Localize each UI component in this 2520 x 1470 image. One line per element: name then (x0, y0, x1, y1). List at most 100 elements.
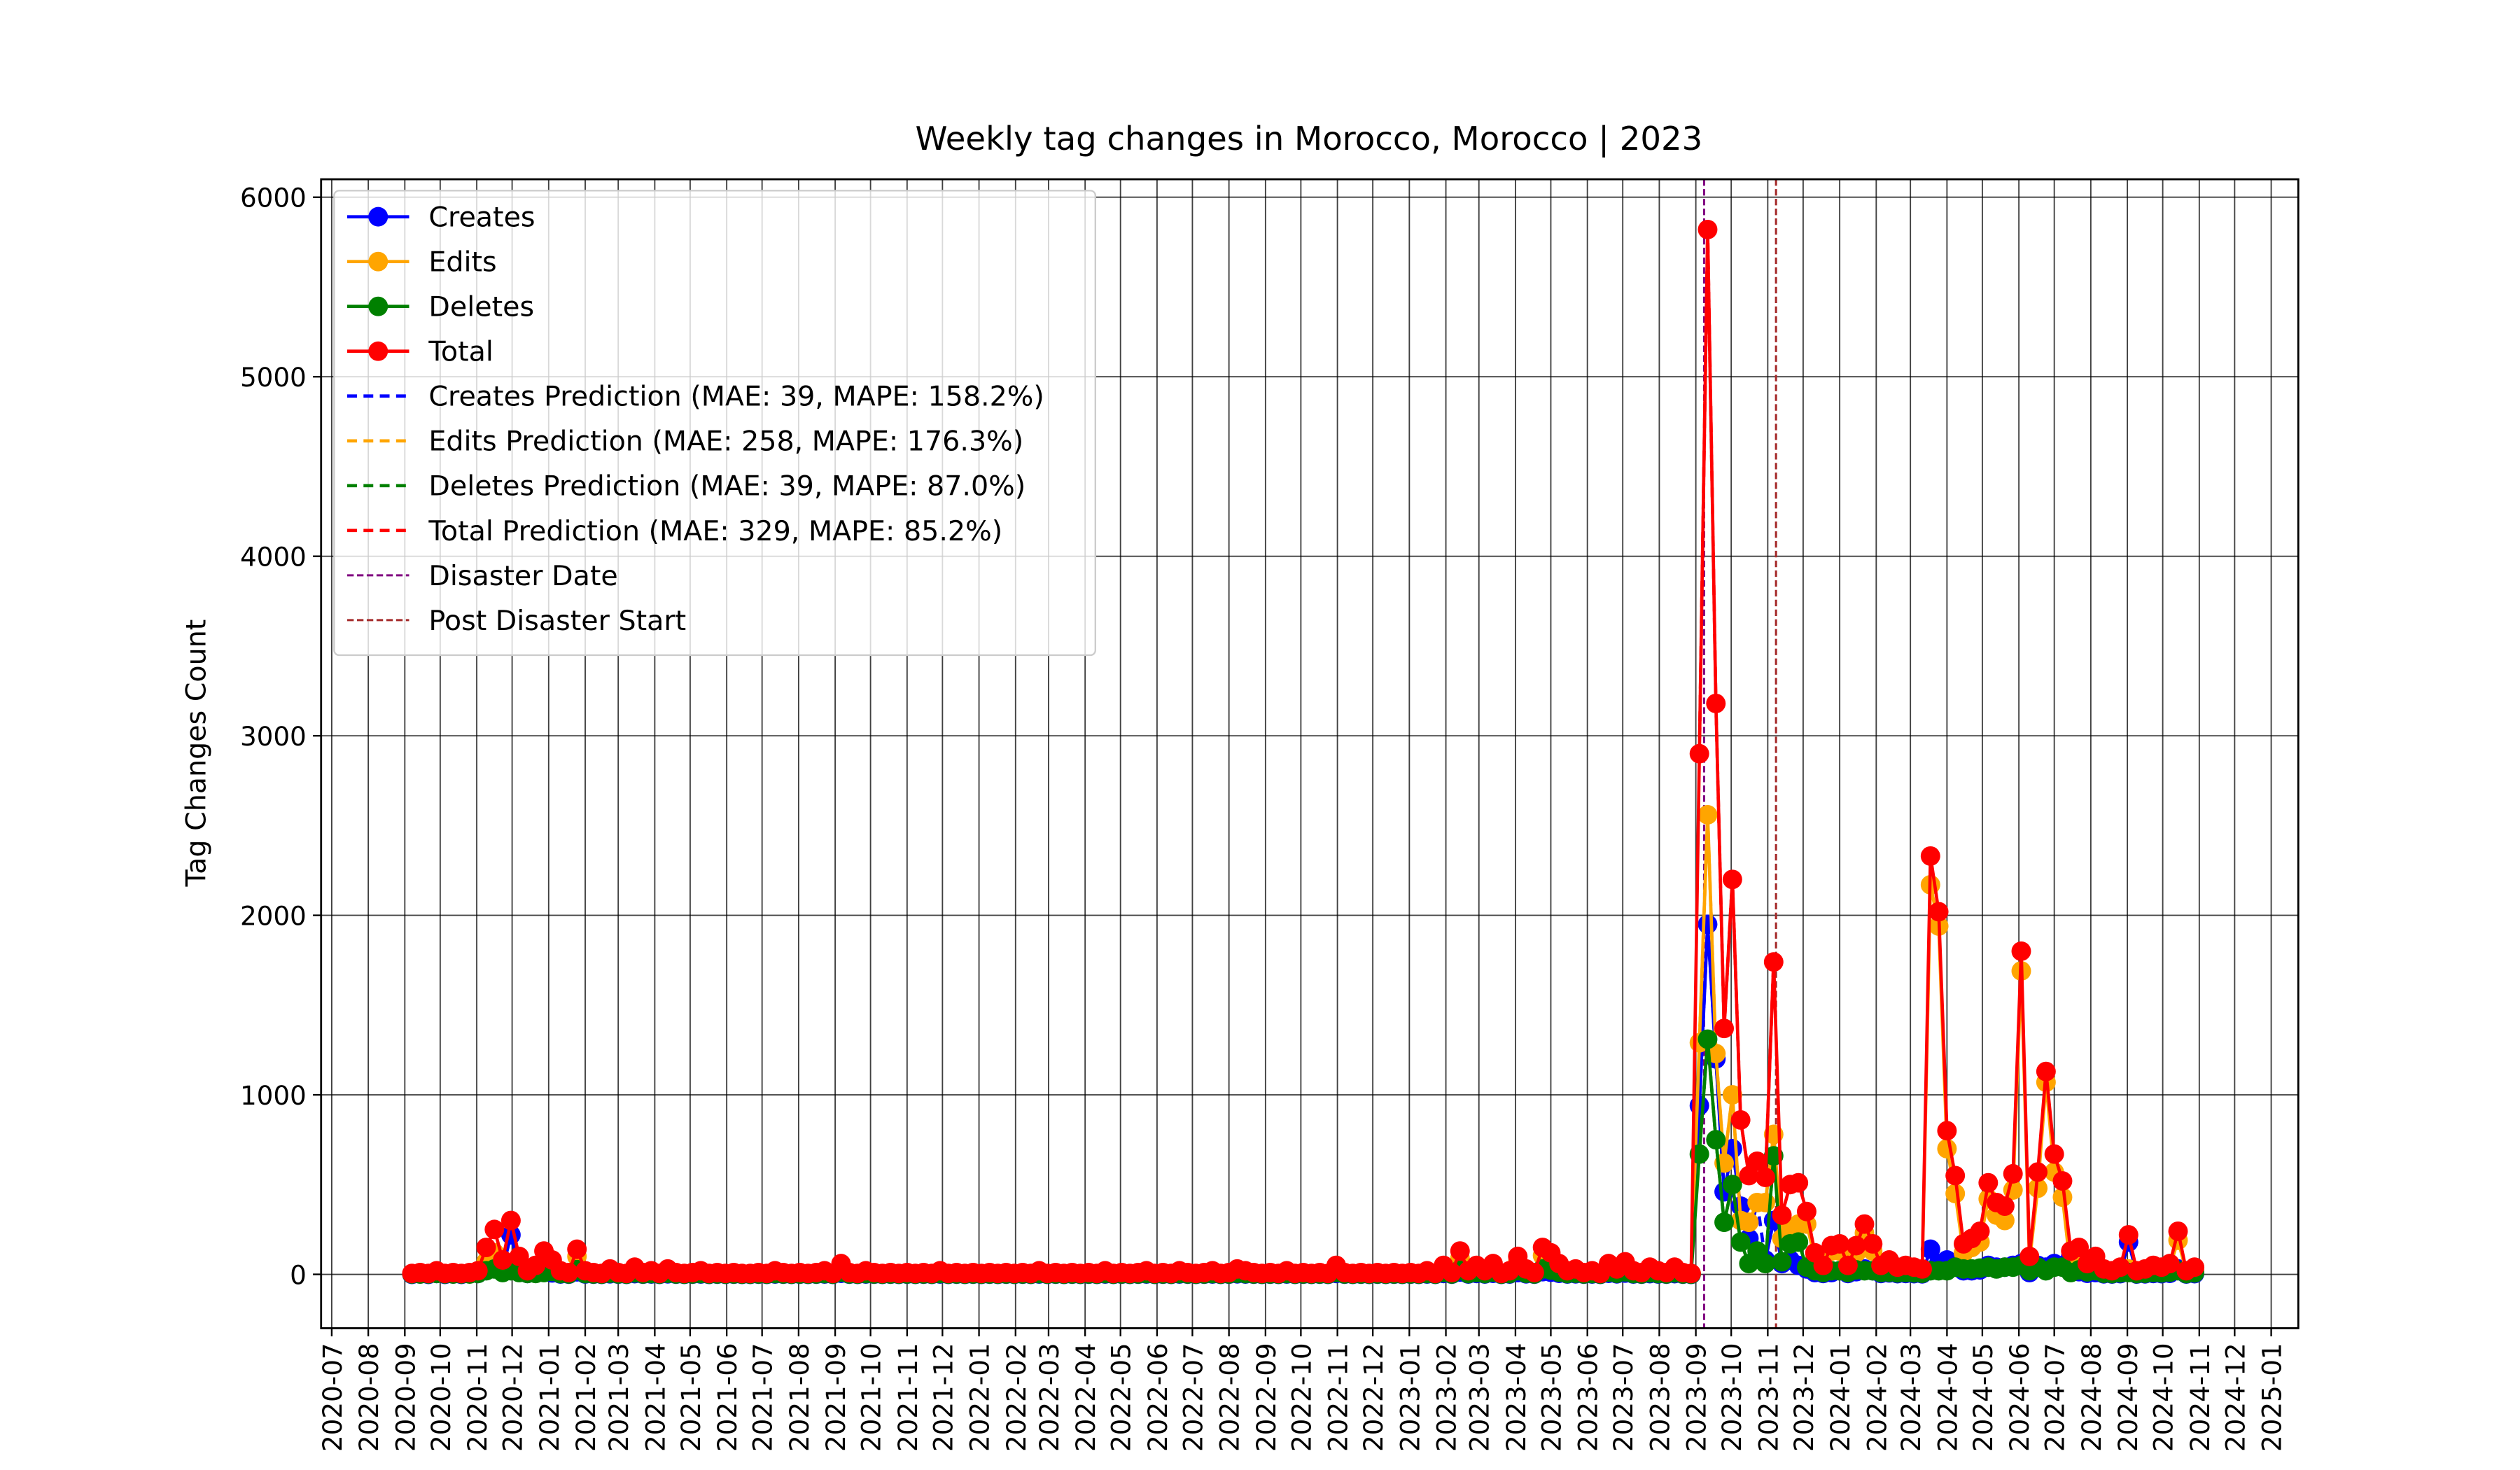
legend-label: Total Prediction (MAE: 329, MAPE: 85.2%) (428, 515, 1002, 547)
data-point (1706, 1130, 1726, 1150)
x-tick-label: 2024-06 (2004, 1343, 2035, 1452)
data-point (1863, 1233, 1883, 1254)
legend-marker (368, 296, 388, 316)
data-point (1837, 1255, 1858, 1275)
legend-label: Creates (428, 202, 535, 234)
x-tick-label: 2020-08 (354, 1343, 384, 1452)
data-point (1854, 1214, 1875, 1234)
x-tick-label: 2025-01 (2257, 1343, 2288, 1452)
x-tick-label: 2021-02 (570, 1343, 601, 1452)
data-point (1681, 1264, 1701, 1284)
data-point (1714, 1018, 1735, 1039)
x-tick-label: 2024-04 (1932, 1343, 1963, 1452)
data-point (1813, 1255, 1833, 1275)
data-point (1978, 1172, 1998, 1193)
data-point (1706, 1044, 1726, 1064)
x-tick-label: 2022-04 (1070, 1343, 1101, 1452)
data-point (493, 1250, 513, 1270)
data-point (526, 1255, 546, 1275)
legend-label: Deletes (428, 291, 534, 323)
data-point (1756, 1168, 1775, 1187)
chart-title: Weekly tag changes in Morocco, Morocco |… (916, 120, 1703, 158)
x-tick-label: 2020-12 (498, 1343, 528, 1452)
data-point (1442, 1262, 1462, 1282)
x-tick-label: 2021-05 (676, 1343, 706, 1452)
data-point (1920, 1239, 1940, 1259)
y-tick-label: 4000 (240, 542, 307, 573)
data-point (1714, 1212, 1735, 1233)
data-point (2168, 1221, 2188, 1241)
x-tick-label: 2021-06 (712, 1343, 743, 1452)
x-tick-label: 2021-09 (820, 1343, 851, 1452)
x-tick-label: 2022-08 (1214, 1343, 1245, 1452)
x-tick-label: 2020-07 (317, 1343, 348, 1452)
data-point (1739, 1166, 1759, 1186)
data-point (1756, 1254, 1775, 1274)
data-point (1739, 1212, 1759, 1233)
data-point (2052, 1187, 2073, 1208)
x-tick-label: 2022-11 (1323, 1343, 1354, 1452)
x-tick-label: 2024-12 (2220, 1343, 2250, 1452)
data-point (1796, 1201, 1816, 1222)
x-tick-label: 2022-12 (1358, 1343, 1389, 1452)
data-point (1994, 1210, 2015, 1231)
x-tick-label: 2022-07 (1177, 1343, 1208, 1452)
data-point (1920, 846, 1940, 866)
data-point (1970, 1221, 1990, 1241)
x-tick-label: 2024-11 (2185, 1343, 2216, 1452)
data-point (1698, 914, 1718, 934)
legend-label: Disaster Date (428, 560, 617, 592)
y-axis-label: Tag Changes Count (180, 620, 212, 888)
x-tick-label: 2023-10 (1716, 1343, 1747, 1452)
legend-marker (368, 251, 388, 272)
data-point (1830, 1233, 1850, 1254)
data-point (2003, 1163, 2023, 1184)
data-point (1698, 219, 1718, 239)
data-point (2110, 1257, 2130, 1278)
data-point (1772, 1252, 1792, 1272)
legend-label: Edits (428, 246, 496, 279)
x-tick-label: 2021-04 (640, 1343, 671, 1452)
data-point (1722, 1085, 1742, 1105)
x-tick-label: 2024-07 (2040, 1343, 2071, 1452)
data-point (1994, 1196, 2015, 1217)
data-point (1912, 1259, 1932, 1279)
data-point (1772, 1205, 1792, 1225)
x-tick-label: 2024-10 (2148, 1343, 2179, 1452)
x-tick-label: 2023-07 (1608, 1343, 1639, 1452)
data-point (1937, 1121, 1957, 1141)
data-point (1730, 1110, 1751, 1130)
x-tick-label: 2023-02 (1432, 1343, 1462, 1452)
data-point (559, 1262, 579, 1282)
x-tick-label: 2023-08 (1644, 1343, 1675, 1452)
data-point (1722, 1175, 1742, 1195)
x-tick-label: 2023-09 (1681, 1343, 1712, 1452)
x-tick-label: 2023-04 (1501, 1343, 1532, 1452)
data-point (2036, 1061, 2056, 1082)
data-point (1763, 952, 1784, 972)
data-point (2069, 1238, 2090, 1258)
data-point (1450, 1241, 1470, 1261)
y-tick-label: 2000 (240, 901, 307, 932)
data-point (1846, 1236, 1866, 1256)
x-tick-label: 2024-05 (1968, 1343, 1998, 1452)
data-point (468, 1261, 488, 1281)
y-tick-label: 0 (290, 1259, 307, 1290)
data-point (1698, 805, 1718, 825)
data-point (1689, 743, 1709, 764)
data-point (1747, 1151, 1768, 1171)
data-point (1730, 1232, 1751, 1252)
data-point (1524, 1262, 1544, 1282)
x-tick-label: 2023-11 (1753, 1343, 1784, 1452)
legend-label: Post Disaster Start (428, 605, 686, 637)
data-point (1788, 1172, 1809, 1193)
y-tick-label: 3000 (240, 721, 307, 752)
x-tick-label: 2024-03 (1896, 1343, 1926, 1452)
data-point (1499, 1261, 1520, 1281)
x-tick-label: 2024-08 (2076, 1343, 2107, 1452)
x-tick-label: 2020-11 (462, 1343, 493, 1452)
x-tick-label: 2020-09 (390, 1343, 421, 1452)
data-point (1788, 1232, 1809, 1252)
data-point (1945, 1166, 1966, 1186)
